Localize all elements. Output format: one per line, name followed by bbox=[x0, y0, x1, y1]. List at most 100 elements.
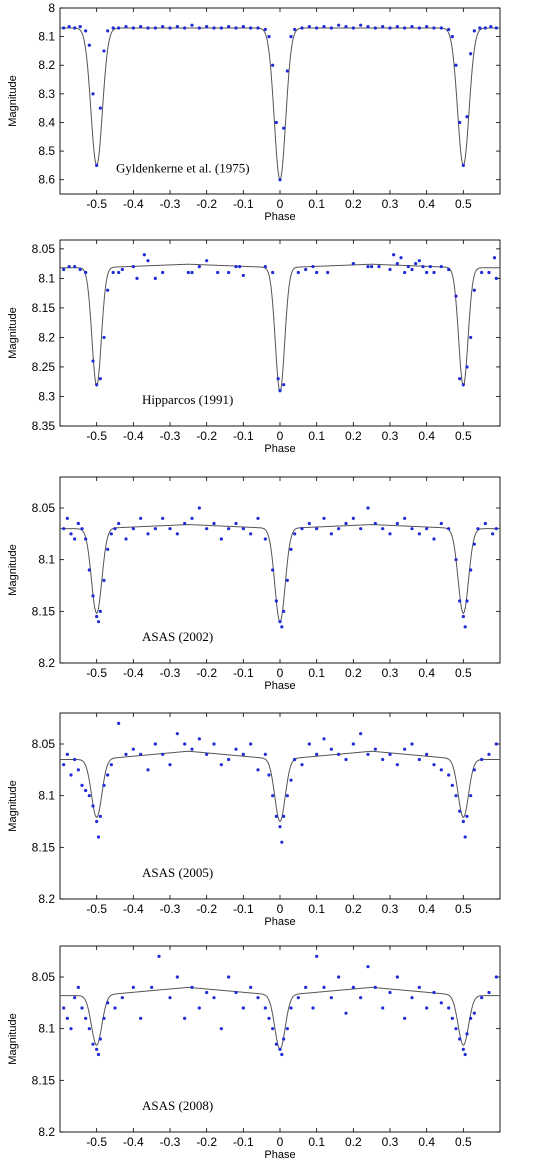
data-point bbox=[146, 532, 150, 536]
data-point bbox=[344, 25, 348, 29]
data-point bbox=[146, 768, 150, 772]
data-point bbox=[65, 1016, 69, 1020]
data-point bbox=[234, 521, 238, 526]
data-point bbox=[190, 270, 194, 275]
data-point bbox=[351, 985, 355, 989]
data-point bbox=[102, 335, 106, 340]
data-point bbox=[454, 558, 458, 562]
data-point bbox=[300, 763, 304, 767]
data-point bbox=[373, 985, 377, 989]
data-point bbox=[289, 35, 293, 39]
data-point bbox=[289, 547, 293, 551]
data-point bbox=[278, 1047, 282, 1051]
x-tick-label: -0.1 bbox=[233, 666, 254, 680]
data-point bbox=[139, 25, 143, 29]
x-tick-label: 0.3 bbox=[382, 902, 399, 916]
x-tick-label: 0.3 bbox=[382, 1135, 399, 1149]
x-tick-label: -0.1 bbox=[233, 902, 254, 916]
x-tick-label: 0.1 bbox=[308, 666, 325, 680]
data-point bbox=[109, 763, 113, 767]
y-axis-label: Magnitude bbox=[7, 780, 19, 831]
data-point bbox=[80, 783, 84, 787]
data-point bbox=[461, 614, 465, 619]
data-point bbox=[106, 547, 110, 551]
x-tick-label: 0.4 bbox=[418, 902, 435, 916]
data-point bbox=[329, 532, 333, 536]
data-point bbox=[381, 25, 385, 29]
y-tick-label: 8.05 bbox=[32, 242, 56, 256]
data-point bbox=[96, 835, 101, 839]
data-point bbox=[78, 267, 82, 272]
x-tick-label: -0.5 bbox=[86, 666, 107, 680]
data-point bbox=[183, 742, 187, 746]
data-point bbox=[161, 270, 165, 275]
data-point bbox=[113, 527, 117, 531]
data-point bbox=[322, 737, 326, 741]
x-tick-label: -0.3 bbox=[160, 197, 181, 211]
x-tick-label: 0 bbox=[277, 1135, 284, 1149]
data-point bbox=[454, 1027, 458, 1031]
y-tick-label: 8.5 bbox=[38, 144, 55, 158]
x-tick-label: 0.2 bbox=[345, 666, 362, 680]
x-tick-label: -0.2 bbox=[196, 197, 217, 211]
y-axis-label: Magnitude bbox=[7, 1013, 19, 1064]
data-point bbox=[472, 768, 476, 772]
data-point bbox=[139, 1016, 143, 1020]
dataset-annotation: Gyldenkerne et al. (1975) bbox=[116, 161, 250, 176]
data-point bbox=[84, 1016, 88, 1020]
data-point bbox=[494, 26, 498, 30]
y-axis-label: Magnitude bbox=[7, 307, 19, 358]
data-point bbox=[359, 23, 363, 27]
data-point bbox=[95, 819, 99, 824]
data-point bbox=[315, 752, 319, 756]
data-point bbox=[95, 163, 99, 167]
data-point bbox=[150, 985, 154, 989]
y-tick-label: 8.15 bbox=[32, 301, 56, 315]
data-point bbox=[439, 26, 443, 30]
data-point bbox=[234, 264, 238, 269]
data-point bbox=[219, 1027, 223, 1031]
data-point bbox=[494, 527, 498, 531]
data-point bbox=[102, 578, 106, 582]
data-point bbox=[69, 532, 73, 536]
data-point bbox=[359, 732, 363, 736]
data-point bbox=[366, 25, 370, 29]
data-point bbox=[62, 267, 66, 272]
data-point bbox=[95, 614, 99, 619]
data-point bbox=[80, 527, 84, 531]
x-tick-label: 0 bbox=[277, 429, 284, 443]
data-point bbox=[263, 537, 267, 541]
data-point bbox=[106, 773, 110, 777]
data-point bbox=[139, 752, 143, 756]
x-tick-label: 0.2 bbox=[345, 1135, 362, 1149]
x-axis-label: Phase bbox=[264, 680, 295, 692]
data-point bbox=[465, 365, 469, 369]
chart-panel: -0.5 -0.4 -0.3 -0.2 -0.1 0 0.1 0.2 0.3 0.4 0.5 8.05… bbox=[7, 945, 501, 1161]
data-point bbox=[219, 26, 223, 30]
y-tick-label: 8.2 bbox=[38, 892, 55, 906]
chart-panel: -0.5 -0.4 -0.3 -0.2 -0.1 0 0.1 0.2 0.3 0.4 0.5 8.05… bbox=[7, 712, 501, 928]
x-tick-label: 0.5 bbox=[455, 902, 472, 916]
data-point bbox=[410, 996, 414, 1000]
data-point bbox=[98, 609, 102, 613]
model-curve bbox=[60, 986, 500, 1051]
data-point bbox=[131, 26, 135, 30]
data-point bbox=[300, 527, 304, 531]
data-point bbox=[267, 773, 271, 777]
x-tick-label: -0.4 bbox=[123, 902, 144, 916]
y-tick-label: 8.05 bbox=[32, 501, 56, 515]
data-point bbox=[307, 521, 311, 526]
dataset-annotation: ASAS (2005) bbox=[142, 865, 213, 880]
data-point bbox=[472, 288, 476, 292]
data-point bbox=[271, 270, 275, 275]
data-point bbox=[120, 996, 124, 1000]
data-point bbox=[98, 377, 102, 381]
data-point bbox=[417, 259, 421, 263]
data-point bbox=[465, 115, 469, 119]
y-tick-label: 8.1 bbox=[38, 553, 55, 567]
data-point bbox=[131, 527, 135, 531]
data-point bbox=[403, 516, 407, 520]
data-point bbox=[395, 975, 399, 979]
data-point bbox=[113, 1006, 117, 1010]
data-point bbox=[98, 1037, 102, 1041]
